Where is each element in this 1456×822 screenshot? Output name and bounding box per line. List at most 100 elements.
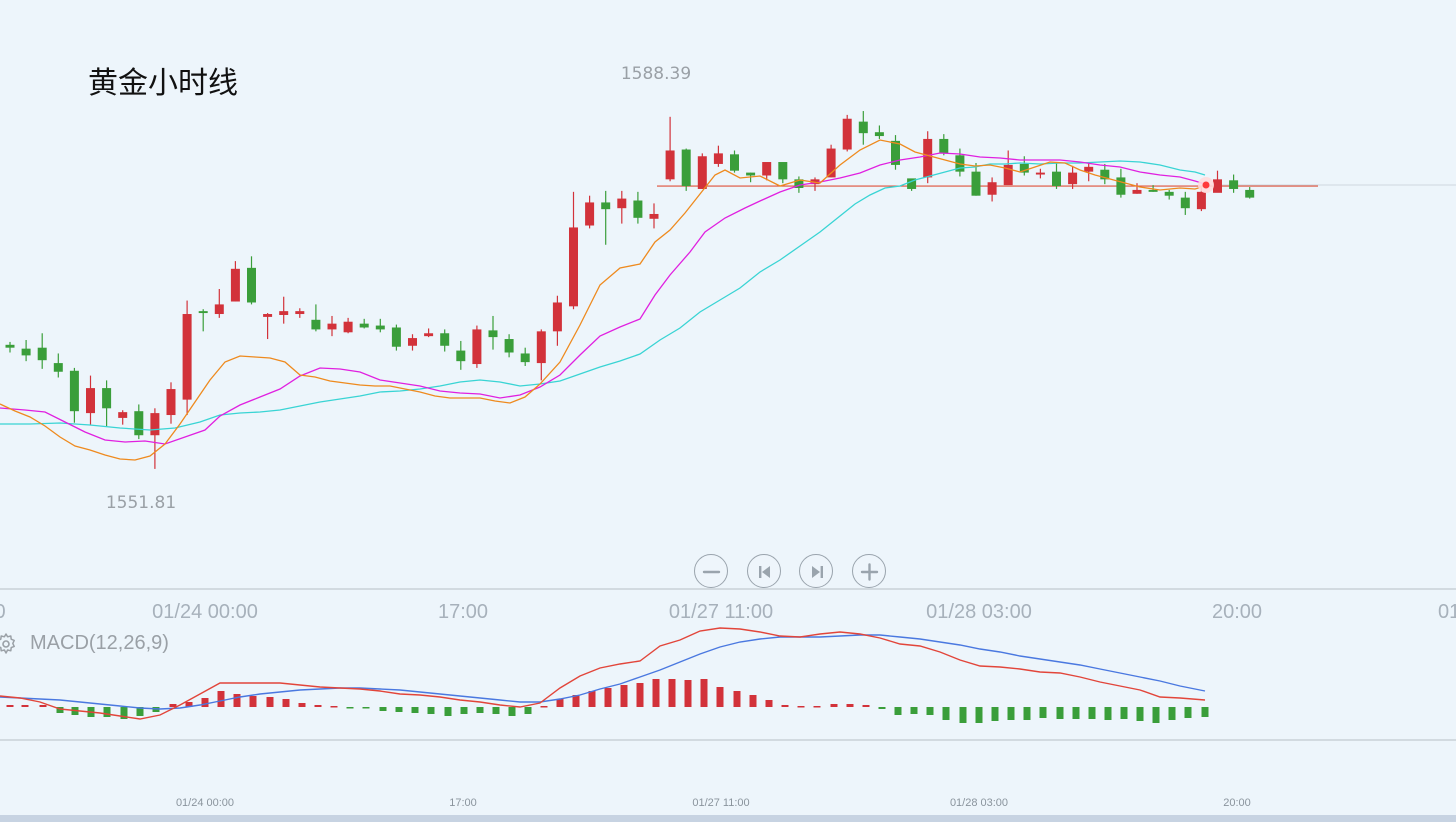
- candle-body: [697, 156, 707, 189]
- price-low-label: 1551.81: [106, 493, 176, 513]
- candle-body: [585, 202, 595, 226]
- candle-body: [971, 171, 981, 196]
- candle: [1068, 165, 1078, 189]
- candle: [1003, 150, 1013, 186]
- macd-bar: [249, 696, 257, 707]
- macd-bar: [604, 688, 612, 707]
- macd-bar: [1184, 707, 1192, 718]
- candle: [730, 150, 739, 173]
- candle-body: [842, 118, 852, 150]
- candle: [1052, 162, 1061, 189]
- candle-body: [1132, 189, 1142, 194]
- candle: [182, 300, 192, 416]
- ma-mid-line: [0, 152, 1206, 445]
- macd-bar: [298, 703, 306, 707]
- candle: [842, 114, 852, 152]
- macd-bar: [201, 698, 209, 707]
- candle: [585, 195, 595, 229]
- macd-bar: [636, 683, 644, 707]
- candle-body: [5, 344, 15, 348]
- skip-back-icon: [759, 566, 770, 578]
- candle-body: [730, 154, 739, 171]
- candle-body: [794, 179, 804, 188]
- zoom-out-button[interactable]: [694, 554, 728, 588]
- candle: [1019, 156, 1029, 176]
- candle: [263, 313, 273, 340]
- macd-bar: [56, 707, 64, 713]
- dif-line: [0, 627, 1206, 720]
- candle: [198, 309, 208, 332]
- macd-bar: [878, 707, 886, 709]
- bottom-scrollbar[interactable]: [0, 815, 1456, 822]
- macd-x-tick-label: 20:00: [1223, 797, 1251, 809]
- candle-body: [472, 329, 482, 365]
- candle-body: [858, 121, 868, 134]
- candle: [536, 329, 546, 381]
- price-high-label: 1588.39: [621, 64, 691, 84]
- candle: [552, 295, 562, 346]
- candle: [247, 256, 256, 305]
- candle: [86, 375, 95, 425]
- candle: [1180, 191, 1190, 215]
- macd-bar: [540, 706, 548, 708]
- macd-bar: [524, 707, 532, 714]
- candle: [1100, 163, 1110, 185]
- macd-bar: [185, 702, 193, 707]
- macd-bar: [120, 707, 128, 719]
- macd-bar: [733, 691, 741, 707]
- candle-body: [536, 331, 546, 364]
- candle-body: [987, 182, 997, 195]
- macd-bar: [1023, 707, 1031, 720]
- candle: [1035, 168, 1045, 179]
- macd-bar: [136, 707, 144, 716]
- macd-bar: [330, 706, 338, 708]
- candle-body: [343, 321, 353, 333]
- candle-body: [279, 311, 289, 315]
- x-tick-label: 01: [1438, 601, 1456, 623]
- macd-bar: [395, 707, 403, 712]
- candle: [987, 177, 997, 202]
- macd-bar: [991, 707, 999, 721]
- macd-x-tick-label: 01/28 03:00: [950, 797, 1008, 809]
- candle: [1164, 189, 1174, 200]
- candle-body: [86, 388, 95, 414]
- macd-bar: [684, 680, 692, 707]
- candle: [794, 176, 804, 193]
- x-tick-label: 01/24 00:00: [152, 601, 258, 623]
- dea-line: [0, 634, 1206, 710]
- candle-body: [134, 411, 144, 436]
- candle: [1116, 168, 1126, 198]
- previous-button[interactable]: [747, 554, 781, 588]
- ma-fast-line: [0, 139, 1206, 461]
- candle-body: [681, 149, 691, 187]
- candle-body: [617, 198, 627, 209]
- candle: [762, 162, 772, 181]
- macd-bar: [959, 707, 967, 723]
- candle-body: [21, 348, 31, 356]
- candle-body: [102, 388, 112, 409]
- candle-body: [37, 347, 47, 361]
- candle-body: [456, 350, 466, 362]
- x-tick-label: 20:00: [1212, 601, 1262, 623]
- macd-x-tick-label: 17:00: [449, 797, 477, 809]
- candle: [343, 317, 353, 334]
- candle-body: [778, 162, 788, 180]
- macd-histogram: [6, 679, 1209, 723]
- candle-body: [601, 202, 611, 210]
- macd-x-axis-labels: 01/24 00:00 17:00 01/27 11:00 01/28 03:0…: [176, 797, 1251, 809]
- macd-bar: [668, 679, 676, 707]
- zoom-in-button[interactable]: [852, 554, 886, 588]
- x-tick-label: 01/28 03:00: [926, 601, 1032, 623]
- candle: [601, 190, 611, 245]
- gear-icon[interactable]: [0, 632, 18, 656]
- candle-body: [665, 150, 675, 180]
- candle-body: [746, 172, 756, 176]
- x-tick-label: 01/27 11:00: [669, 601, 773, 623]
- candle: [891, 135, 900, 170]
- next-button[interactable]: [799, 554, 833, 588]
- candle: [408, 334, 417, 351]
- candle-body: [504, 339, 514, 353]
- candle: [391, 324, 401, 351]
- macd-bar: [21, 705, 29, 707]
- ma-slow-line: [0, 160, 1206, 431]
